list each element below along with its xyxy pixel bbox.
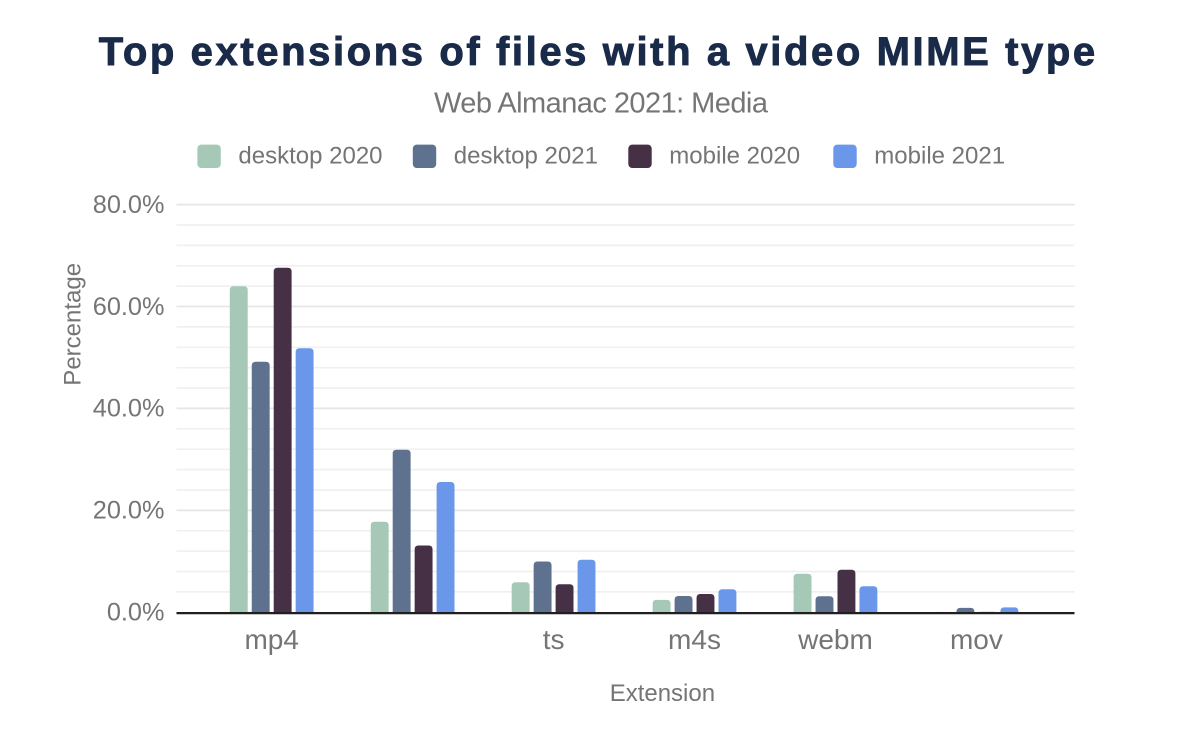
- svg-text:mobile 2021: mobile 2021: [874, 143, 1005, 170]
- svg-text:Top extensions of files with a: Top extensions of files with a video MIM…: [99, 30, 1098, 74]
- svg-text:Extension: Extension: [610, 680, 715, 707]
- svg-text:Percentage: Percentage: [60, 263, 87, 386]
- svg-text:ts: ts: [543, 624, 565, 655]
- svg-text:80.0%: 80.0%: [93, 191, 165, 219]
- svg-text:mov: mov: [950, 624, 1003, 655]
- svg-text:40.0%: 40.0%: [93, 395, 165, 423]
- svg-text:0.0%: 0.0%: [107, 599, 165, 627]
- svg-text:20.0%: 20.0%: [93, 497, 165, 525]
- svg-text:60.0%: 60.0%: [93, 293, 165, 321]
- svg-text:Web Almanac 2021: Media: Web Almanac 2021: Media: [434, 87, 769, 119]
- svg-text:mobile 2020: mobile 2020: [669, 143, 800, 170]
- svg-text:mp4: mp4: [244, 624, 298, 655]
- svg-text:m4s: m4s: [668, 624, 721, 655]
- svg-text:desktop 2020: desktop 2020: [238, 143, 382, 170]
- svg-text:webm: webm: [797, 624, 873, 655]
- svg-text:desktop 2021: desktop 2021: [454, 143, 598, 170]
